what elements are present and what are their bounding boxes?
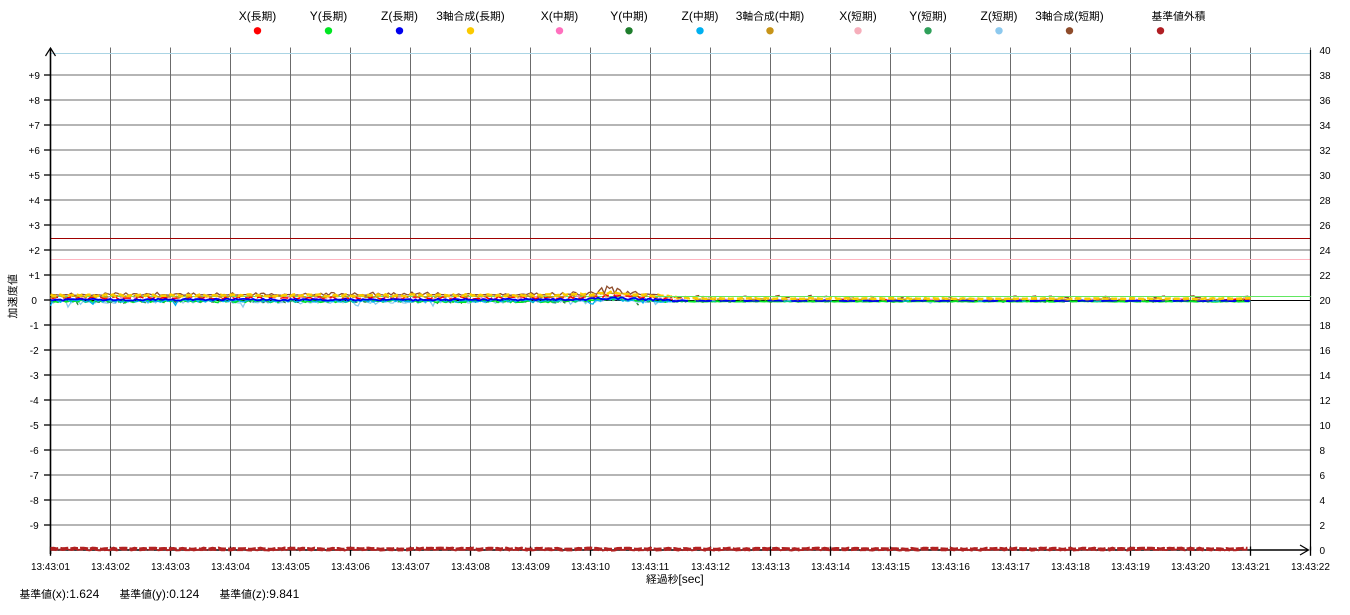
svg-text:X(: X( [839,9,851,23]
svg-text:40: 40 [1320,46,1332,57]
svg-text:): ) [501,9,505,23]
svg-text:12: 12 [1320,396,1332,407]
svg-text:13:43:22: 13:43:22 [1291,562,1330,573]
svg-text:): ) [574,9,578,23]
svg-text:13:43:05: 13:43:05 [271,562,310,573]
svg-text:+6: +6 [29,146,41,157]
svg-text:-4: -4 [30,396,39,407]
svg-text:3: 3 [736,9,743,23]
svg-text:14: 14 [1320,371,1332,382]
svg-text:+9: +9 [29,71,41,82]
svg-text:4: 4 [1320,496,1326,507]
svg-text:13:43:14: 13:43:14 [811,562,850,573]
svg-text:Y(: Y( [310,9,322,23]
svg-text:16: 16 [1320,346,1332,357]
svg-text:): ) [343,9,347,23]
svg-text:13:43:19: 13:43:19 [1111,562,1150,573]
svg-text:32: 32 [1320,146,1332,157]
svg-text:-8: -8 [30,496,39,507]
svg-text:): ) [800,9,804,23]
svg-text:3: 3 [1035,9,1042,23]
svg-text:): ) [715,9,719,23]
svg-text:13:43:18: 13:43:18 [1051,562,1090,573]
svg-text:-6: -6 [30,446,39,457]
svg-text:-5: -5 [30,421,39,432]
svg-text:13:43:01: 13:43:01 [31,562,70,573]
svg-text:): ) [644,9,648,23]
svg-text:13:43:03: 13:43:03 [151,562,190,573]
svg-text:): ) [873,9,877,23]
svg-text:): ) [943,9,947,23]
svg-text:+4: +4 [29,196,41,207]
svg-text:+1: +1 [29,271,41,282]
svg-text:): ) [414,9,418,23]
svg-text:-7: -7 [30,471,39,482]
svg-text:13:43:16: 13:43:16 [931,562,970,573]
svg-text:Y(: Y( [909,9,921,23]
svg-text:13:43:11: 13:43:11 [631,562,670,573]
svg-text:13:43:04: 13:43:04 [211,562,250,573]
svg-text:13:43:17: 13:43:17 [991,562,1030,573]
svg-text:22: 22 [1320,271,1332,282]
svg-text:13:43:06: 13:43:06 [331,562,370,573]
svg-text:24: 24 [1320,246,1332,257]
svg-text:26: 26 [1320,221,1332,232]
svg-text:38: 38 [1320,71,1332,82]
svg-text:13:43:20: 13:43:20 [1171,562,1210,573]
svg-text:-1: -1 [30,321,39,332]
svg-text:13:43:07: 13:43:07 [391,562,430,573]
svg-text:0: 0 [1320,546,1326,557]
svg-text:6: 6 [1320,471,1326,482]
svg-text:X(: X( [541,9,553,23]
svg-text:+8: +8 [29,96,41,107]
svg-text:0: 0 [31,296,37,307]
svg-text:30: 30 [1320,171,1332,182]
svg-text:(: ( [775,9,779,23]
svg-text:13:43:15: 13:43:15 [871,562,910,573]
svg-text:13:43:21: 13:43:21 [1231,562,1270,573]
svg-text:[sec]: [sec] [678,572,703,586]
svg-text:8: 8 [1320,446,1326,457]
svg-text:+3: +3 [29,221,41,232]
svg-text:13:43:09: 13:43:09 [511,562,550,573]
svg-text:X(: X( [239,9,251,23]
svg-text:34: 34 [1320,121,1332,132]
svg-text:): ) [1014,9,1018,23]
svg-text:+5: +5 [29,171,41,182]
svg-text:18: 18 [1320,321,1332,332]
svg-text:10: 10 [1320,421,1332,432]
svg-text:13:43:10: 13:43:10 [571,562,610,573]
svg-text:Z(: Z( [682,9,693,23]
svg-text:3: 3 [436,9,443,23]
svg-text:Z(: Z( [381,9,392,23]
svg-text:): ) [1100,9,1104,23]
svg-text:-9: -9 [30,521,39,532]
svg-text:20: 20 [1320,296,1332,307]
svg-text:-3: -3 [30,371,39,382]
svg-text:(: ( [1074,9,1078,23]
svg-text:-2: -2 [30,346,39,357]
svg-text:(x):1.624: (x):1.624 [52,587,100,601]
svg-text:13:43:02: 13:43:02 [91,562,130,573]
svg-text:13:43:08: 13:43:08 [451,562,490,573]
svg-text:2: 2 [1320,521,1326,532]
svg-text:Y(: Y( [610,9,622,23]
svg-text:(: ( [475,9,479,23]
svg-text:13:43:13: 13:43:13 [751,562,790,573]
svg-text:Z(: Z( [981,9,992,23]
svg-text:+2: +2 [29,246,41,257]
svg-text:+7: +7 [29,121,41,132]
svg-text:): ) [272,9,276,23]
svg-text:28: 28 [1320,196,1332,207]
svg-text:36: 36 [1320,96,1332,107]
svg-text:(z):9.841: (z):9.841 [252,587,300,601]
svg-text:(y):0.124: (y):0.124 [152,587,200,601]
